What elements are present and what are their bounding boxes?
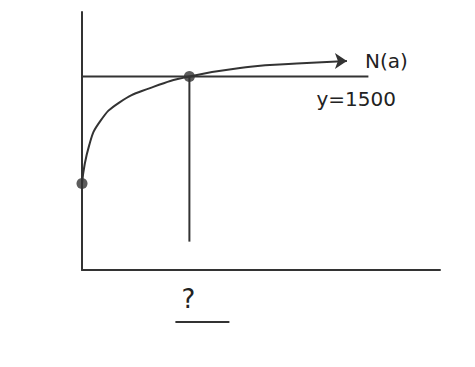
svg-text:y=1500: y=1500 xyxy=(316,87,396,111)
svg-text:?: ? xyxy=(181,284,195,314)
svg-text:N(a): N(a) xyxy=(365,49,408,73)
